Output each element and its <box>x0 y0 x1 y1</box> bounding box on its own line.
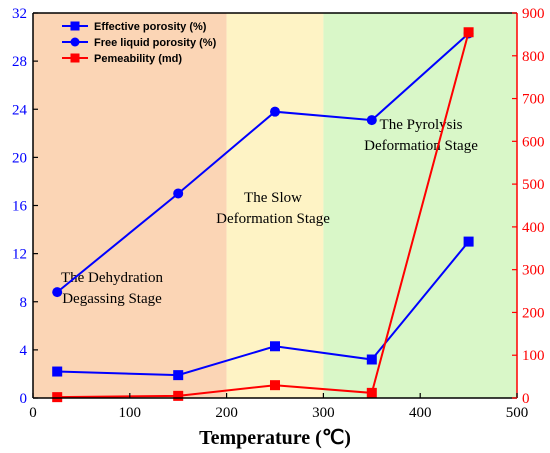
data-point <box>52 287 63 298</box>
legend-marker <box>70 21 80 31</box>
y-right-tick-label: 800 <box>522 49 545 65</box>
data-point <box>52 392 63 403</box>
stage-label-2: The Pyrolysis Deformation Stage <box>364 117 478 154</box>
data-point <box>173 390 184 401</box>
data-point <box>173 188 184 199</box>
stage-label-1: The Slow Deformation Stage <box>216 190 330 227</box>
legend-label: Pemeability (md) <box>94 53 182 65</box>
y-left-tick-label: 0 <box>20 391 28 407</box>
legend-label: Effective porosity (%) <box>94 21 207 33</box>
y-right-tick-label: 400 <box>522 220 545 236</box>
stage-labels: The Dehydration Degassing Stage The Slow De… <box>61 117 478 307</box>
y-right-tick-label: 900 <box>522 6 545 22</box>
x-tick-label: 100 <box>119 405 142 421</box>
stage-region-0 <box>33 13 227 398</box>
x-tick-label: 400 <box>409 405 432 421</box>
data-point <box>463 236 474 247</box>
legend-marker <box>70 53 80 63</box>
stage-label-line: Deformation Stage <box>216 211 330 227</box>
stage-label-line: The Dehydration <box>61 270 164 286</box>
y-left-tick-label: 20 <box>12 150 27 166</box>
y-right-tick-label: 100 <box>522 348 545 364</box>
y-left-tick-label: 24 <box>12 102 28 118</box>
data-point <box>270 380 280 391</box>
data-point <box>173 370 184 381</box>
data-point <box>366 354 377 365</box>
stage-label-0: The Dehydration Degassing Stage <box>61 270 164 307</box>
y-left-tick-label: 12 <box>12 247 27 263</box>
y-right-tick-label: 600 <box>522 134 545 150</box>
y-right-tick-label: 0 <box>522 391 530 407</box>
data-point <box>52 366 63 377</box>
stage-region-1 <box>226 13 324 398</box>
axes: 0 100 200 300 400 500048121620242832010020030… <box>12 6 545 421</box>
data-point <box>270 106 280 117</box>
data-point <box>270 341 280 352</box>
data-point <box>366 115 377 126</box>
y-left-tick-label: 16 <box>12 199 28 215</box>
x-tick-label: 500 <box>506 405 529 421</box>
y-right-tick-label: 300 <box>522 263 545 279</box>
stage-label-line: The Pyrolysis <box>380 117 463 133</box>
y-right-tick-label: 200 <box>522 305 545 321</box>
stage-label-line: The Slow <box>244 190 302 206</box>
x-tick-label: 0 <box>29 405 37 421</box>
data-point <box>463 27 474 38</box>
stage-region-2 <box>323 13 517 398</box>
stage-regions <box>33 13 517 398</box>
y-right-tick-label: 700 <box>522 92 545 108</box>
legend-label: Free liquid porosity (%) <box>94 37 217 49</box>
y-left-tick-label: 4 <box>20 343 28 359</box>
x-axis-label: Temperature (℃) <box>199 427 351 449</box>
stage-label-line: Degassing Stage <box>62 291 162 307</box>
x-tick-label: 300 <box>312 405 335 421</box>
series-layer <box>52 27 474 403</box>
y-left-tick-label: 28 <box>12 54 27 70</box>
x-tick-label: 200 <box>215 405 238 421</box>
y-left-tick-label: 8 <box>20 295 28 311</box>
legend: Effective porosity (%) Free liquid porosi… <box>62 21 217 65</box>
data-point <box>366 387 377 398</box>
legend-marker <box>70 37 80 47</box>
stage-label-line: Deformation Stage <box>364 138 478 154</box>
y-left-tick-label: 32 <box>12 6 27 22</box>
y-right-tick-label: 500 <box>522 177 545 193</box>
